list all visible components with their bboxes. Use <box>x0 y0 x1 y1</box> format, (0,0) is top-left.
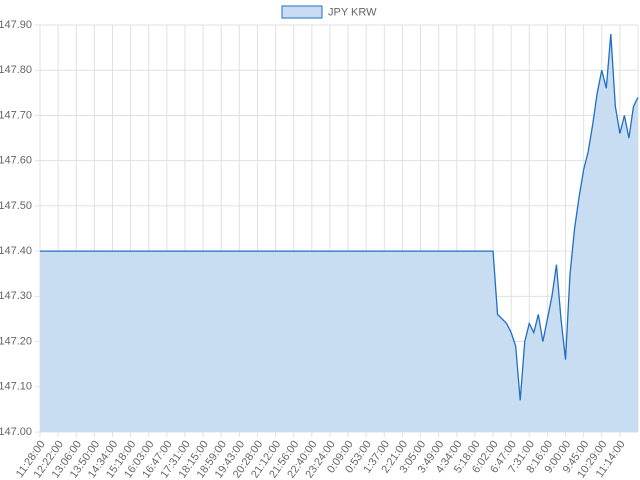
y-tick-label: 147.30 <box>0 290 32 302</box>
y-tick-label: 147.60 <box>0 155 32 167</box>
y-tick-label: 147.40 <box>0 245 32 257</box>
line <box>40 33 639 401</box>
area <box>40 34 638 432</box>
y-tick-label: 147.80 <box>0 64 32 76</box>
legend-label: JPY KRW <box>328 6 377 18</box>
y-tick-label: 147.70 <box>0 109 32 121</box>
y-tick-label: 147.00 <box>0 426 32 438</box>
legend-swatch <box>281 5 323 19</box>
y-tick-label: 147.10 <box>0 381 32 393</box>
y-tick-label: 147.50 <box>0 200 32 212</box>
y-tick-label: 147.90 <box>0 19 32 31</box>
y-tick-label: 147.20 <box>0 335 32 347</box>
